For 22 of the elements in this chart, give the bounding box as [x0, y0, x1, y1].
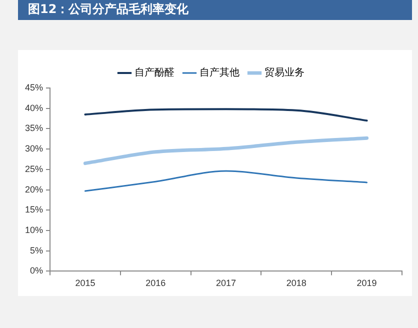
legend-label: 贸易业务: [264, 66, 304, 79]
y-tick-label: 35%: [25, 123, 44, 134]
chart-title: 图12：公司分产品毛利率变化: [18, 0, 412, 20]
x-tick-label: 2015: [75, 278, 96, 288]
y-tick-label: 30%: [25, 144, 44, 154]
legend-label: 自产其他: [200, 66, 240, 79]
y-tick-label: 5%: [30, 245, 44, 256]
y-tick-label: 40%: [25, 102, 44, 113]
line-series: [83, 136, 369, 166]
y-tick-label: 10%: [25, 224, 44, 235]
x-tick-label: 2018: [286, 278, 306, 288]
y-tick-label: 15%: [25, 204, 44, 215]
x-tick-label: 2017: [216, 278, 236, 288]
x-tick-label: 2019: [356, 278, 377, 288]
line-series: [84, 108, 368, 122]
y-tick-label: 25%: [25, 164, 44, 174]
line-series: [84, 170, 368, 192]
y-tick-label: 20%: [25, 184, 44, 194]
x-tick-label: 2016: [146, 278, 166, 288]
y-tick-label: 45%: [25, 82, 44, 92]
legend-label: 自产酚醛: [134, 66, 174, 79]
y-tick-label: 0%: [30, 266, 44, 276]
